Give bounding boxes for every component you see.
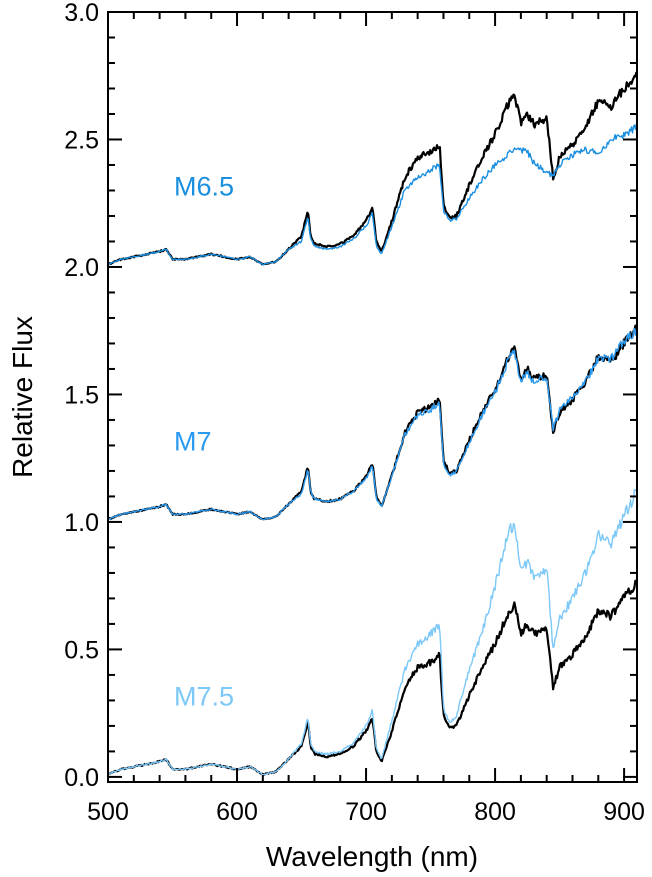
tick-layer — [107, 11, 637, 782]
y-tick-label: 1.5 — [64, 381, 99, 409]
reference-spectrum-line — [107, 71, 638, 266]
y-axis-title: Relative Flux — [7, 316, 38, 478]
comparison-spectrum-line — [107, 489, 637, 776]
comparison-spectrum-line — [107, 327, 638, 521]
y-tick-label: 1.0 — [64, 509, 99, 537]
x-tick-label: 900 — [603, 798, 645, 826]
y-tick-label: 0.0 — [64, 764, 99, 792]
y-tick-label: 2.0 — [64, 254, 99, 282]
series-label: M7.5 — [174, 681, 234, 711]
series-group-2 — [107, 489, 638, 776]
reference-spectrum-line — [107, 579, 638, 776]
y-tick-label: 0.5 — [64, 636, 99, 664]
plot-frame — [107, 11, 638, 783]
x-tick-label: 800 — [474, 798, 516, 826]
reference-spectrum-line — [107, 324, 638, 521]
x-tick-label: 500 — [87, 798, 129, 826]
series-label: M7 — [174, 426, 212, 456]
tick-label-layer: 500 600 700 800 900 0.0 0.5 1.0 1.5 2.0 2.5 3.0 — [64, 0, 645, 826]
series-layer — [107, 71, 638, 776]
x-tick-label: 600 — [216, 798, 258, 826]
y-tick-label: 3.0 — [64, 0, 99, 27]
series-group-1 — [107, 324, 638, 521]
x-axis-title: Wavelength (nm) — [266, 841, 478, 872]
x-tick-label: 700 — [345, 798, 387, 826]
comparison-spectrum-line — [107, 123, 638, 266]
series-label-layer: M6.5 M7 M7.5 — [174, 171, 234, 711]
series-group-0 — [107, 71, 638, 266]
series-label: M6.5 — [174, 171, 234, 201]
y-tick-label: 2.5 — [64, 126, 99, 154]
